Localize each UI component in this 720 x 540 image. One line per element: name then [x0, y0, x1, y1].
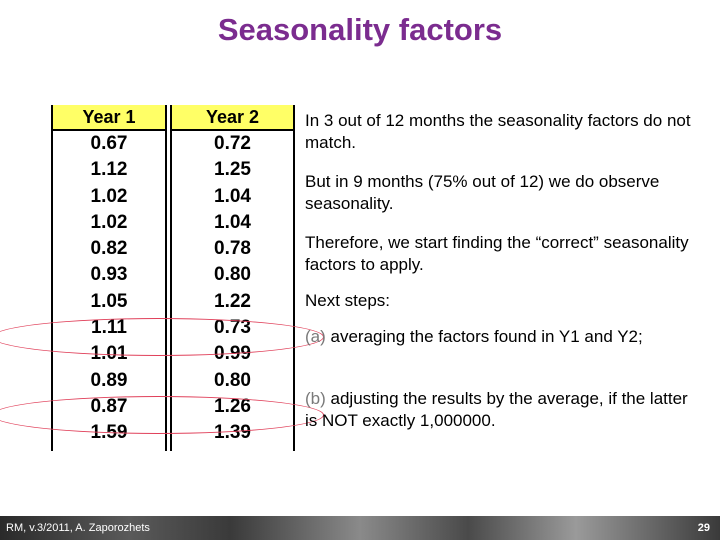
- year2-cell: 0.80: [214, 369, 251, 391]
- highlight-ellipse-row8: [0, 318, 324, 356]
- paragraph-1: In 3 out of 12 months the seasonality fa…: [305, 110, 700, 154]
- step-a: (a) averaging the factors found in Y1 an…: [305, 326, 700, 348]
- step-a-text: averaging the factors found in Y1 and Y2…: [330, 327, 643, 346]
- year2-cell: 0.78: [214, 238, 251, 260]
- year1-cell: 1.05: [90, 290, 128, 312]
- year1-cell: 1.12: [90, 159, 128, 181]
- footer-credit: RM, v.3/2011, A. Zaporozhets: [6, 522, 150, 534]
- next-steps-text: Next steps:: [305, 291, 391, 310]
- highlight-ellipse-row11: [0, 396, 324, 434]
- paragraph-2: But in 9 months (75% out of 12) we do ob…: [305, 171, 700, 215]
- step-a-letter: (a): [305, 327, 326, 346]
- paragraph-1-text: In 3 out of 12 months the seasonality fa…: [305, 111, 691, 152]
- year2-header: Year 2: [172, 105, 293, 131]
- paragraph-next-steps: Next steps:: [305, 290, 700, 312]
- year1-cell: 1.02: [90, 211, 128, 233]
- step-b-letter: (b): [305, 389, 326, 408]
- year2-cell: 1.22: [214, 290, 251, 312]
- year1-cell: 1.02: [90, 185, 128, 207]
- year1-header: Year 1: [53, 105, 165, 131]
- year1-cell: 0.93: [90, 264, 128, 286]
- year2-cell: 0.72: [214, 133, 251, 154]
- year1-cell: 0.89: [90, 369, 128, 391]
- year2-cell: 1.04: [214, 211, 251, 233]
- year1-cell: 0.82: [90, 238, 128, 260]
- paragraph-3-text: Therefore, we start finding the “correct…: [305, 233, 689, 274]
- year2-cell: 1.25: [214, 159, 251, 181]
- slide-title: Seasonality factors: [217, 12, 503, 47]
- step-b: (b) adjusting the results by the average…: [305, 388, 700, 432]
- year2-column: Year 2 0.72 1.25 1.04 1.04 0.78 0.80 1.2…: [170, 105, 295, 451]
- year2-cell: 1.04: [214, 185, 251, 207]
- paragraph-2-text: But in 9 months (75% out of 12) we do ob…: [305, 172, 660, 213]
- year1-cell: 0.67: [90, 133, 128, 154]
- year2-cell: 0.80: [214, 264, 251, 286]
- paragraph-3: Therefore, we start finding the “correct…: [305, 232, 700, 276]
- page-number: 29: [697, 522, 710, 534]
- step-b-text: adjusting the results by the average, if…: [305, 389, 688, 430]
- footer-bar: RM, v.3/2011, A. Zaporozhets 29: [0, 516, 720, 540]
